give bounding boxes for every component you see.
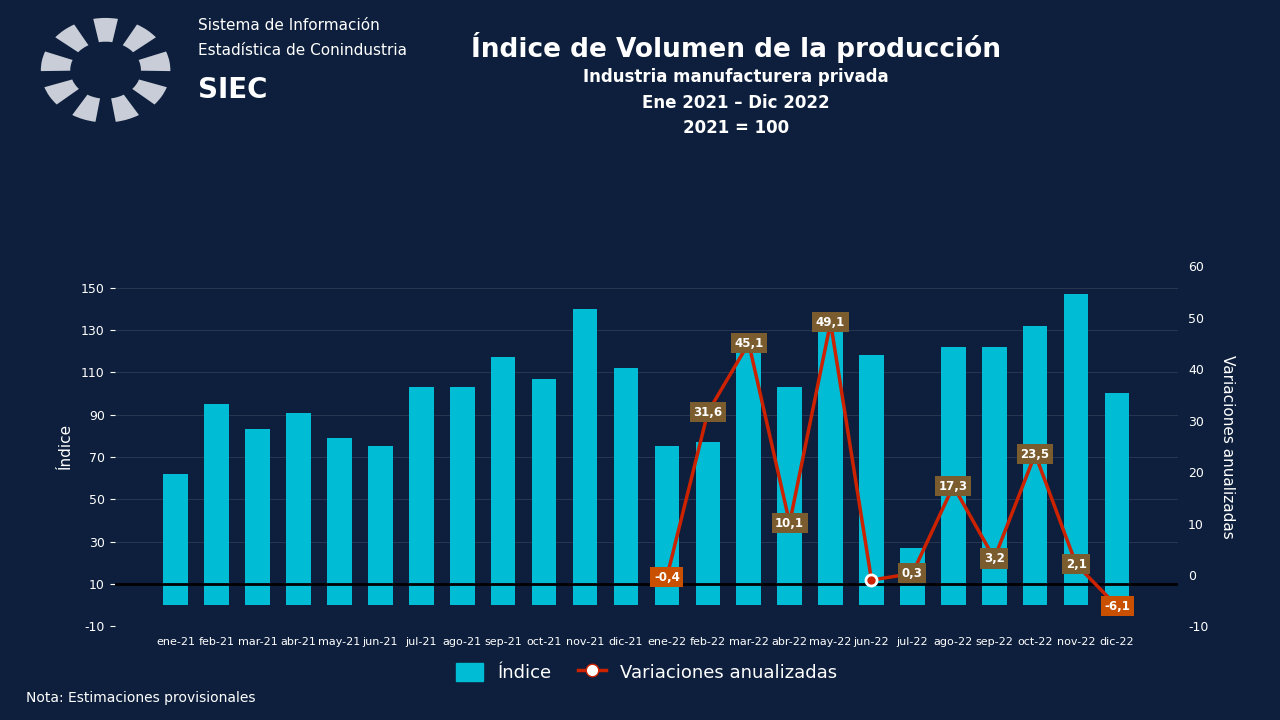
Text: 2,1: 2,1: [1066, 558, 1087, 571]
Legend: Índice, Variaciones anualizadas: Índice, Variaciones anualizadas: [448, 656, 845, 689]
Bar: [531, 379, 557, 606]
Text: 10,1: 10,1: [776, 516, 804, 529]
Text: 2021 = 100: 2021 = 100: [684, 119, 788, 137]
Bar: [900, 548, 924, 606]
Bar: [982, 347, 1006, 606]
Text: -0,4: -0,4: [654, 570, 680, 583]
Bar: [777, 387, 801, 606]
Text: 23,5: 23,5: [1020, 448, 1050, 461]
Wedge shape: [45, 79, 79, 104]
Text: 17,3: 17,3: [938, 480, 968, 492]
Bar: [941, 347, 965, 606]
Bar: [572, 309, 598, 606]
Text: 0,3: 0,3: [902, 567, 923, 580]
Text: -6,1: -6,1: [1105, 600, 1130, 613]
Wedge shape: [123, 24, 156, 53]
Y-axis label: Índice: Índice: [58, 423, 73, 469]
Bar: [1023, 325, 1047, 606]
Wedge shape: [111, 94, 140, 122]
Bar: [451, 387, 475, 606]
Bar: [695, 442, 721, 606]
Bar: [654, 446, 680, 606]
Text: Sistema de Información: Sistema de Información: [198, 18, 380, 33]
Bar: [818, 320, 842, 606]
Bar: [287, 413, 311, 606]
Bar: [410, 387, 434, 606]
Text: Nota: Estimaciones provisionales: Nota: Estimaciones provisionales: [26, 691, 255, 705]
Text: 45,1: 45,1: [735, 336, 763, 349]
Bar: [205, 404, 229, 606]
Text: Estadística de Conindustria: Estadística de Conindustria: [198, 43, 407, 58]
Text: SIEC: SIEC: [198, 76, 268, 104]
Text: Ene 2021 – Dic 2022: Ene 2021 – Dic 2022: [643, 94, 829, 112]
Y-axis label: Variaciones anualizadas: Variaciones anualizadas: [1220, 354, 1234, 539]
Bar: [613, 368, 639, 606]
Wedge shape: [93, 18, 118, 42]
Wedge shape: [132, 79, 166, 104]
Bar: [246, 429, 270, 606]
Text: 49,1: 49,1: [815, 316, 845, 329]
Bar: [492, 357, 516, 606]
Text: 31,6: 31,6: [694, 406, 722, 419]
Wedge shape: [41, 51, 73, 71]
Wedge shape: [72, 94, 100, 122]
Bar: [859, 356, 883, 606]
Bar: [164, 474, 188, 606]
Text: Índice de Volumen de la producción: Índice de Volumen de la producción: [471, 32, 1001, 63]
Bar: [369, 446, 393, 606]
Bar: [328, 438, 352, 606]
Text: Industria manufacturera privada: Industria manufacturera privada: [584, 68, 888, 86]
Bar: [1105, 393, 1129, 606]
Text: 3,2: 3,2: [984, 552, 1005, 565]
Wedge shape: [138, 51, 170, 71]
Bar: [1064, 294, 1088, 606]
Bar: [736, 351, 762, 606]
Wedge shape: [55, 24, 88, 53]
